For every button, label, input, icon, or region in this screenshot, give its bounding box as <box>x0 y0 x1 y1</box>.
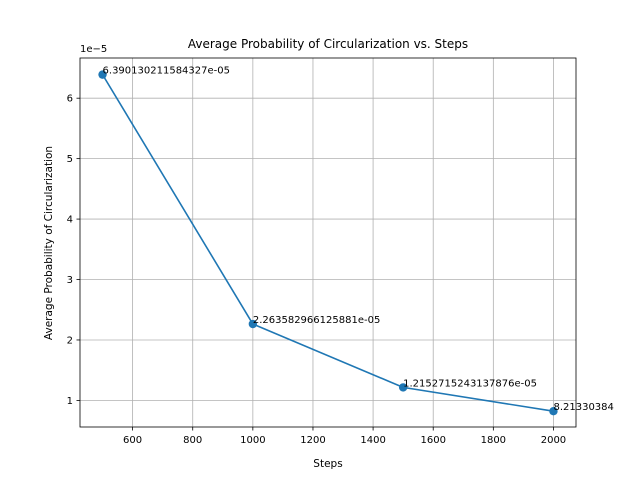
chart-title: Average Probability of Circularization v… <box>188 37 468 51</box>
data-point <box>549 407 558 416</box>
y-tick-label: 2 <box>67 335 73 346</box>
x-tick-label: 1800 <box>481 435 506 446</box>
data-point <box>398 383 408 392</box>
data-label: 1.2152715243137876e-05 <box>403 378 537 389</box>
x-tick-label: 1200 <box>300 435 325 446</box>
data-point <box>98 70 107 79</box>
x-tick-label: 1400 <box>360 435 385 446</box>
y-tick-label: 5 <box>67 154 73 165</box>
x-tick-label: 800 <box>183 435 202 446</box>
x-axis-title: Steps <box>313 458 342 470</box>
data-labels: 6.390130211584327e-05 2.263582966125881e-… <box>103 66 614 414</box>
x-tick-label: 1600 <box>420 435 445 446</box>
y-tick-label: 3 <box>67 275 73 286</box>
data-label: 6.390130211584327e-05 <box>103 66 230 77</box>
y-offset-label: 1e−5 <box>80 44 107 55</box>
data-label: 8.21330384 <box>553 402 613 413</box>
x-tick-label: 2000 <box>541 435 566 446</box>
grid <box>80 58 576 427</box>
y-tick-label: 6 <box>67 94 73 105</box>
x-ticks: 600 800 1000 1200 1400 1600 1800 2000 <box>123 427 566 446</box>
series <box>98 70 558 416</box>
data-point <box>248 319 258 329</box>
y-ticks: 1 2 3 4 5 6 <box>67 94 80 407</box>
y-tick-label: 1 <box>67 396 73 407</box>
series-line <box>101 74 554 412</box>
x-tick-label: 1000 <box>240 435 265 446</box>
y-tick-label: 4 <box>67 215 73 226</box>
plot-frame <box>79 57 577 428</box>
data-label: 2.263582966125881e-05 <box>253 315 380 326</box>
y-axis-title: Average Probability of Circularization <box>43 146 55 340</box>
x-tick-label: 600 <box>123 435 142 446</box>
